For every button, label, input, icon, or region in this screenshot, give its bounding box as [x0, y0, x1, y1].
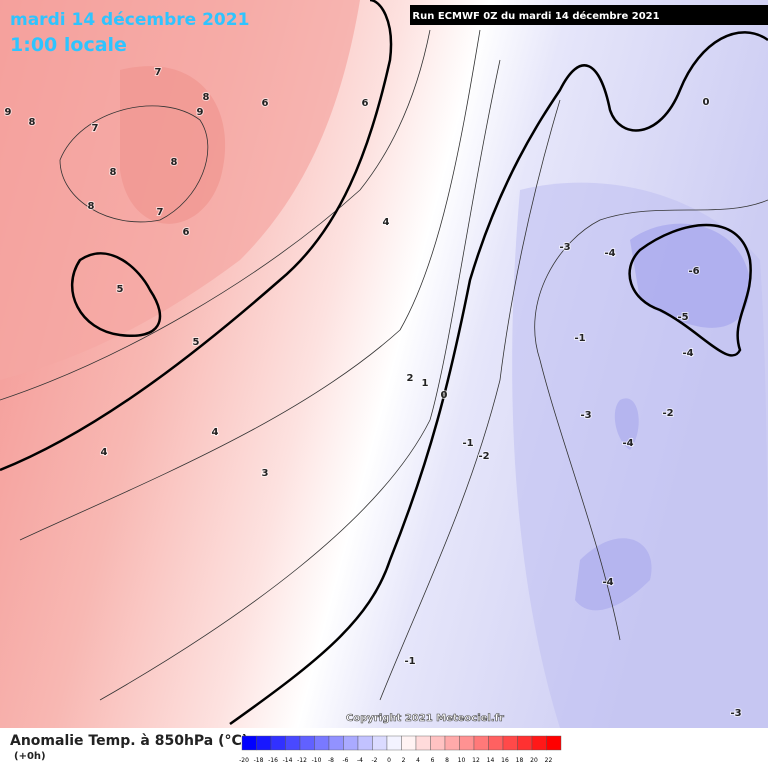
contour-label: 7 [92, 123, 99, 134]
contour-labels: 9 8 7 7 8 9 6 6 8 8 8 7 6 5 5 4 4 4 3 2 1 0 -1 -2 -1 -3 -4 -6 -5 -4 -3… [4, 66, 743, 720]
contour-label: 4 [212, 427, 219, 438]
legend-swatch [343, 735, 359, 751]
legend-label: -4 [357, 757, 363, 764]
contour-label: -1 [404, 656, 415, 667]
legend-swatch [531, 735, 547, 751]
contour-label: -4 [602, 577, 613, 588]
legend-label: 8 [445, 757, 449, 764]
contour-label: 6 [183, 227, 190, 238]
contour-label: 2 [407, 373, 414, 384]
isotherms [0, 29, 768, 701]
date-label: mardi 14 décembre 2021 [10, 10, 249, 30]
legend-label: 2 [402, 757, 406, 764]
footer-title: Anomalie Temp. à 850hPa (°C) [10, 733, 248, 749]
legend-swatch [328, 735, 344, 751]
contour-label: 0 [441, 390, 448, 401]
contour-label: 8 [171, 157, 178, 168]
cold-patch [575, 538, 652, 611]
legend-swatch [502, 735, 518, 751]
cold-patch [614, 398, 639, 450]
contour-label: 7 [157, 207, 164, 218]
contour-label: 5 [193, 337, 200, 348]
legend-swatch [314, 735, 330, 751]
contour-label: -4 [604, 248, 615, 259]
legend-label: 14 [487, 757, 495, 764]
contour-label: -3 [730, 708, 741, 719]
contour-label: 8 [29, 117, 36, 128]
zero-isotherms [0, 0, 768, 726]
legend-swatch [546, 735, 562, 751]
legend-label: -12 [297, 757, 307, 764]
legend-swatch [299, 735, 315, 751]
legend-swatch [285, 735, 301, 751]
color-legend: -20 -18 -16 -14 -12 -10 -8 -6 -4 -2 0 2 4 6 8 10 12 14 16 1… [239, 735, 562, 764]
legend-swatch [241, 735, 257, 751]
contour-label: -4 [622, 438, 633, 449]
contour-label: -2 [478, 451, 489, 462]
legend-label: 18 [516, 757, 524, 764]
legend-swatch [517, 735, 533, 751]
legend-label: -10 [312, 757, 322, 764]
contour-label: 9 [197, 107, 204, 118]
legend-label: 4 [416, 757, 420, 764]
legend-swatch [430, 735, 446, 751]
legend-swatch [473, 735, 489, 751]
legend-swatch [415, 735, 431, 751]
legend-label: 20 [530, 757, 538, 764]
legend-label: -16 [268, 757, 278, 764]
legend-label: 16 [501, 757, 509, 764]
legend-swatch [401, 735, 417, 751]
legend-swatch [256, 735, 272, 751]
contour-label: -2 [662, 408, 673, 419]
legend-swatch [270, 735, 286, 751]
legend-label: 22 [545, 757, 553, 764]
run-label: Run ECMWF 0Z du mardi 14 décembre 2021 [412, 10, 659, 22]
legend-label: -8 [328, 757, 334, 764]
contour-label: -6 [688, 266, 699, 277]
copyright: Copyright 2021 Meteociel.fr [346, 713, 504, 724]
legend-label: 6 [431, 757, 435, 764]
run-box [410, 5, 768, 25]
contour-label: -1 [574, 333, 585, 344]
contour-label: 8 [88, 201, 95, 212]
legend-label: -14 [283, 757, 293, 764]
contour-label: 4 [101, 447, 108, 458]
cold-core [630, 223, 751, 328]
legend-label: 0 [387, 757, 391, 764]
contour-label: 1 [422, 378, 429, 389]
contour-label: 8 [110, 167, 117, 178]
contour-label: -4 [682, 348, 693, 359]
contour-label: 7 [155, 67, 162, 78]
contour-label: 6 [362, 98, 369, 109]
contour-label: -1 [462, 438, 473, 449]
legend-label: 12 [472, 757, 480, 764]
contour-label: -3 [559, 242, 570, 253]
contour-label: -3 [580, 410, 591, 421]
legend-swatch [372, 735, 388, 751]
contour-label: 4 [383, 217, 390, 228]
footer-lead: (+0h) [14, 751, 46, 762]
legend-label: -18 [254, 757, 264, 764]
contour-label: 8 [203, 92, 210, 103]
legend-swatch [488, 735, 504, 751]
legend-swatch [386, 735, 402, 751]
contour-label: 0 [703, 97, 710, 108]
legend-label: -2 [372, 757, 378, 764]
legend-swatch [459, 735, 475, 751]
contour-label: 5 [117, 284, 124, 295]
contour-label: 3 [262, 468, 269, 479]
legend-label: 10 [458, 757, 466, 764]
contour-label: -5 [677, 312, 688, 323]
warm-core [120, 66, 226, 224]
legend-label: -20 [239, 757, 249, 764]
legend-swatch [357, 735, 373, 751]
time-label: 1:00 locale [10, 34, 127, 56]
legend-swatch [444, 735, 460, 751]
contour-label: 9 [5, 107, 12, 118]
legend-label: -6 [343, 757, 349, 764]
contour-label: 6 [262, 98, 269, 109]
